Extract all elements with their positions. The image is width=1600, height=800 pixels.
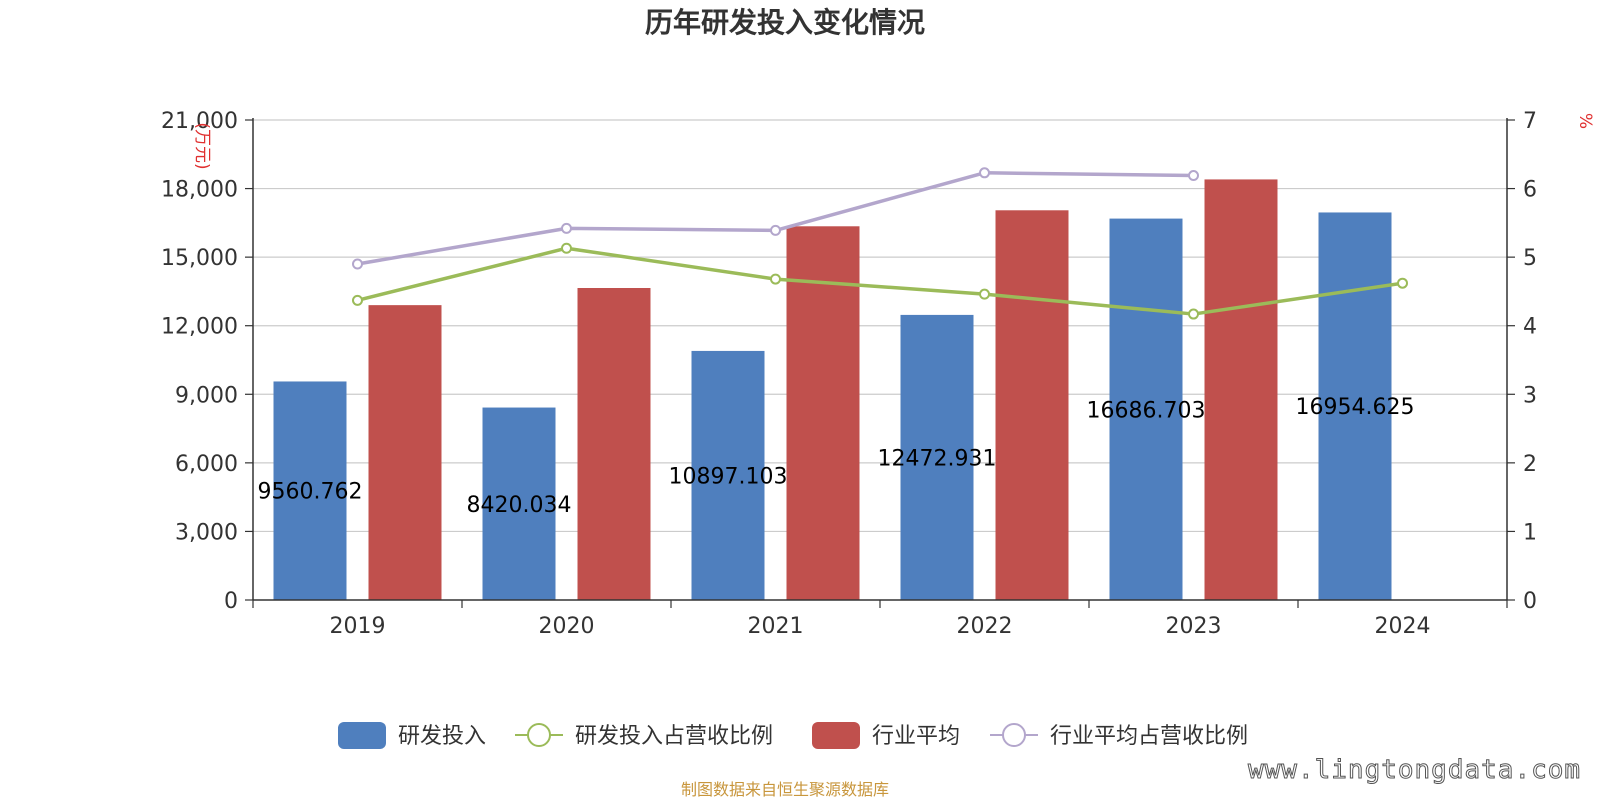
right-axis-tick-label: 3	[1523, 383, 1537, 408]
chart-title: 历年研发投入变化情况	[645, 6, 925, 39]
bar-data-label: 16954.625	[1296, 395, 1415, 420]
point-industry-ratio	[352, 258, 363, 270]
watermark: www.lingtongdata.com	[1248, 755, 1581, 785]
point-rd-ratio	[1188, 308, 1199, 320]
left-axis-tick-label: 15,000	[161, 246, 238, 271]
legend-swatch-marker[interactable]	[527, 723, 551, 747]
bar-data-label: 8420.034	[467, 493, 572, 518]
legend-label[interactable]: 研发投入	[398, 724, 486, 749]
left-axis-tick-label: 3,000	[175, 520, 238, 545]
x-axis-tick-label: 2023	[1166, 614, 1222, 639]
right-axis-tick-label: 5	[1523, 246, 1537, 271]
right-axis-tick-label: 6	[1523, 178, 1537, 203]
point-industry-ratio	[561, 222, 572, 234]
right-axis-tick-label: 7	[1523, 109, 1537, 134]
bar-rd-investment	[482, 407, 556, 600]
point-rd-ratio	[1397, 277, 1408, 289]
point-rd-ratio	[770, 273, 781, 285]
legend: 研发投入 研发投入占营收比例 行业平均 行业平均占营收比例	[338, 722, 1248, 749]
line-rd-ratio	[357, 246, 1403, 316]
left-axis-tick-label: 0	[224, 589, 238, 614]
legend-label[interactable]: 研发投入占营收比例	[575, 724, 773, 749]
point-rd-ratio	[561, 242, 572, 254]
line-series	[352, 167, 1408, 320]
left-axis-tick-label: 6,000	[175, 452, 238, 477]
legend-swatch[interactable]	[812, 722, 860, 749]
right-axis-tick-label: 2	[1523, 452, 1537, 477]
point-rd-ratio	[352, 294, 363, 306]
legend-swatch-marker[interactable]	[1002, 723, 1026, 747]
left-axis-tick-label: 9,000	[175, 383, 238, 408]
right-axis-unit-label: %	[1575, 113, 1595, 129]
legend-label[interactable]: 行业平均	[872, 724, 960, 749]
x-axis-tick-label: 2021	[748, 614, 804, 639]
axes: 0 3,000 6,000 9,000 12,000 15,000 18,000 21,000…	[161, 109, 1595, 639]
bar-data-label: 10897.103	[669, 464, 788, 489]
left-axis-unit-label: (万元)	[192, 122, 212, 169]
x-axis-tick-label: 2024	[1375, 614, 1431, 639]
legend-swatch[interactable]	[338, 722, 386, 749]
x-axis-tick-label: 2019	[330, 614, 386, 639]
point-industry-ratio	[770, 224, 781, 236]
bar-rd-investment	[273, 381, 347, 600]
bar-industry-average	[786, 226, 860, 601]
bar-series	[273, 179, 1392, 601]
bar-industry-average	[368, 305, 442, 600]
left-axis-tick-label: 18,000	[161, 178, 238, 203]
left-axis-tick-label: 12,000	[161, 315, 238, 340]
grid-lines	[253, 119, 1507, 533]
point-rd-ratio	[979, 288, 990, 300]
bar-data-label: 16686.703	[1087, 398, 1206, 423]
bar-industry-average	[577, 288, 651, 600]
point-industry-ratio	[979, 167, 990, 179]
bar-rd-investment	[900, 314, 974, 600]
x-axis-tick-label: 2020	[539, 614, 595, 639]
legend-label[interactable]: 行业平均占营收比例	[1050, 724, 1248, 749]
bar-rd-investment	[1318, 212, 1392, 601]
right-axis-tick-label: 0	[1523, 589, 1537, 614]
left-axis-tick-label: 21,000	[161, 109, 238, 134]
right-axis-tick-label: 1	[1523, 520, 1537, 545]
bar-industry-average	[1204, 179, 1278, 600]
point-industry-ratio	[1188, 170, 1199, 182]
x-axis-tick-label: 2022	[957, 614, 1013, 639]
data-labels: 9560.762 8420.034 10897.103 12472.931 16686.…	[258, 395, 1415, 518]
bar-data-label: 12472.931	[878, 446, 997, 471]
bar-rd-investment	[1109, 218, 1183, 600]
right-axis-tick-label: 4	[1523, 315, 1537, 340]
source-note: 制图数据来自恒生聚源数据库	[681, 780, 889, 799]
bar-rd-investment	[691, 350, 765, 600]
bar-industry-average	[995, 210, 1069, 601]
bar-data-label: 9560.762	[258, 480, 363, 505]
